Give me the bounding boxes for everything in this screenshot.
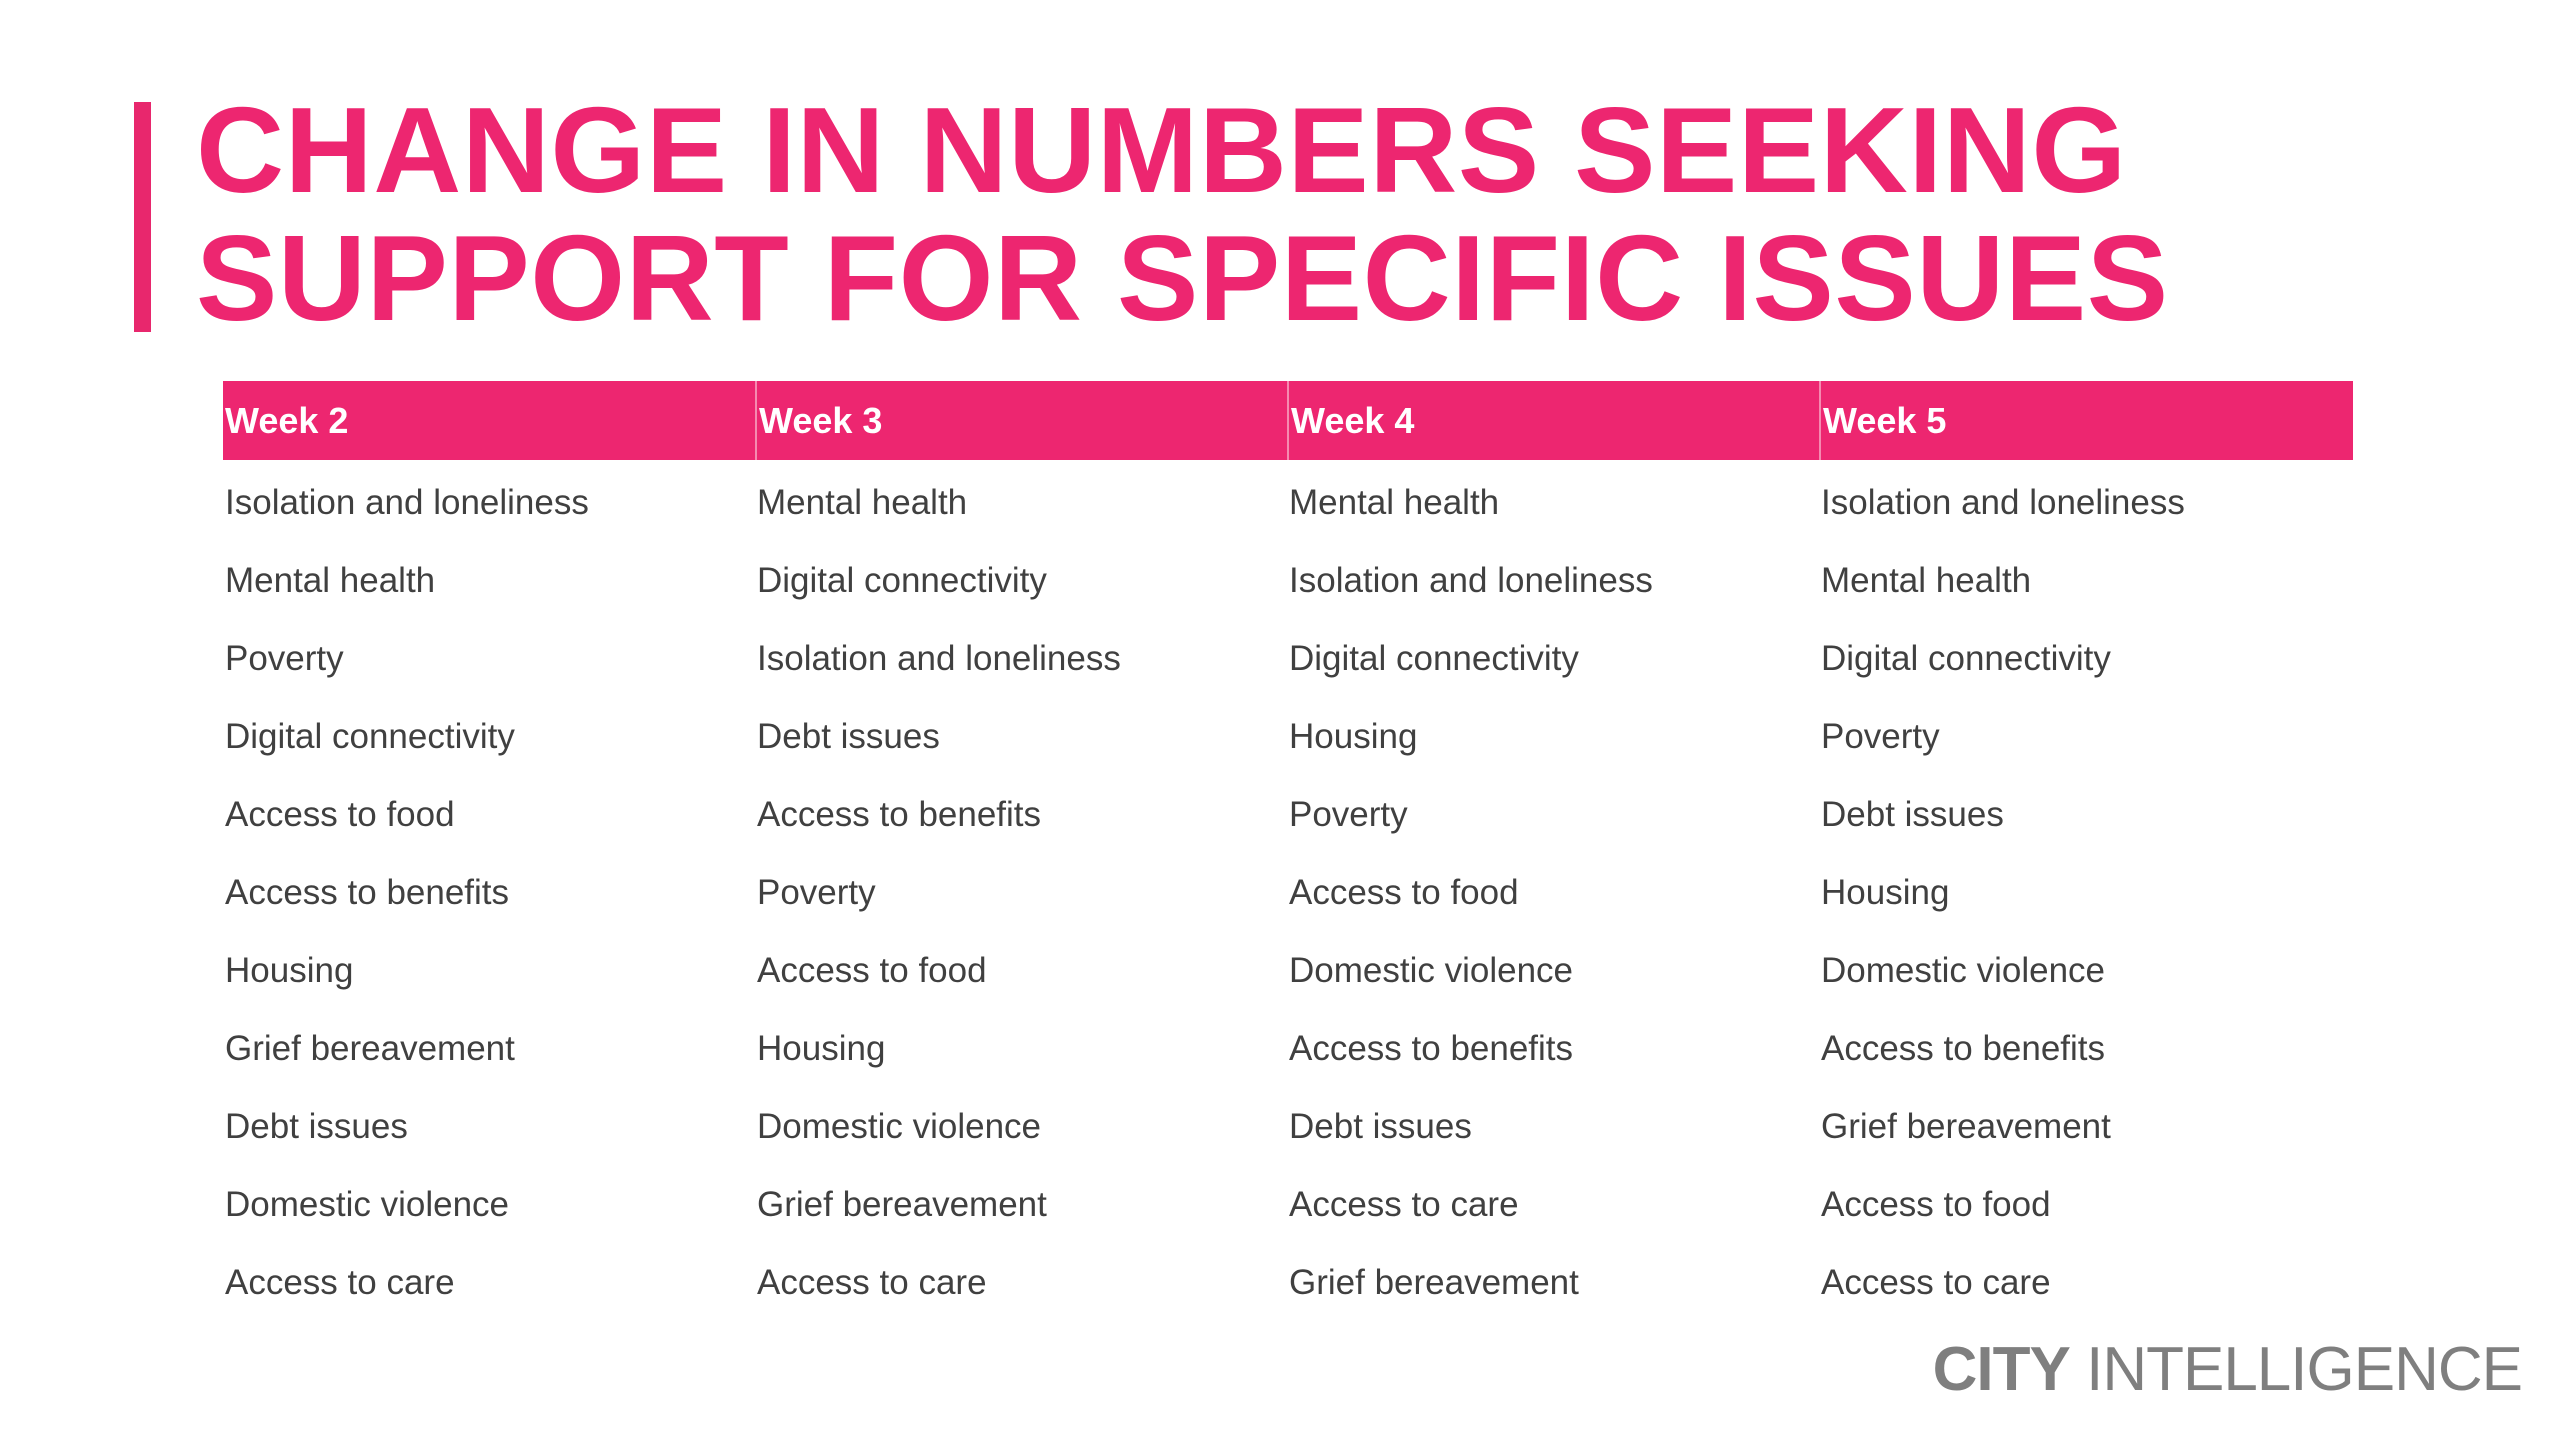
page-title: CHANGE IN NUMBERS SEEKING SUPPORT FOR SP… [196,86,2446,342]
table-cell: Access to benefits [1289,1029,1574,1068]
table-cell: Access to care [225,1263,455,1302]
table-cell: Housing [1289,717,1418,756]
table-cell: Access to benefits [1821,1029,2106,1068]
table-cell: Domestic violence [757,1107,1041,1146]
table-cell: Access to food [1289,873,1519,912]
table-cell: Grief bereavement [1289,1263,1579,1302]
table-cell: Isolation and loneliness [1289,561,1653,600]
column-header-week-3: Week 3 [755,381,1287,460]
column-header-week-2: Week 2 [225,400,349,441]
issues-table: Week 2 Week 3 Week 4 Week 5 Isolation an… [223,381,2353,1322]
table-cell: Access to food [1821,1185,2051,1224]
table-row: Isolation and loneliness Mental health Men… [223,464,2353,542]
table-cell: Mental health [1289,483,1500,522]
table-cell: Access to benefits [225,873,510,912]
city-intelligence-logo: CITY INTELLIGENCE [1932,1334,2523,1405]
table-cell: Mental health [757,483,968,522]
table-cell: Housing [1821,873,1950,912]
table-row: Domestic violence Grief bereavement Access… [223,1166,2353,1244]
table-cell: Grief bereavement [1821,1107,2111,1146]
table-row: Access to care Access to care Grief bereav… [223,1244,2353,1322]
table-row: Poverty Isolation and loneliness Digital c… [223,620,2353,698]
table-row: Access to benefits Poverty Access to food H… [223,854,2353,932]
table-cell: Poverty [1289,795,1408,834]
table-row: Housing Access to food Domestic violence Do… [223,932,2353,1010]
table-row: Mental health Digital connectivity Isolati… [223,542,2353,620]
table-cell: Domestic violence [1289,951,1573,990]
table-cell: Isolation and loneliness [225,483,589,522]
table-cell: Debt issues [1821,795,2004,834]
table-cell: Domestic violence [1821,951,2105,990]
table-cell: Digital connectivity [1289,639,1579,678]
table-row: Debt issues Domestic violence Debt issues G… [223,1088,2353,1166]
table-cell: Access to food [757,951,987,990]
title-line-1: CHANGE IN NUMBERS SEEKING [196,82,2127,218]
table-cell: Access to food [225,795,455,834]
table-cell: Grief bereavement [757,1185,1047,1224]
column-header-week-5: Week 5 [1819,381,2351,460]
title-accent-bar [134,102,151,332]
table-cell: Access to care [1289,1185,1519,1224]
table-cell: Mental health [1821,561,2032,600]
table-cell: Access to benefits [757,795,1042,834]
table-cell: Digital connectivity [1821,639,2111,678]
table-cell: Poverty [757,873,876,912]
table-cell: Digital connectivity [757,561,1047,600]
table-cell: Housing [757,1029,886,1068]
table-cell: Poverty [225,639,344,678]
table-cell: Isolation and loneliness [757,639,1121,678]
table-row: Access to food Access to benefits Poverty D… [223,776,2353,854]
table-cell: Debt issues [225,1107,408,1146]
table-header-row: Week 2 Week 3 Week 4 Week 5 [223,381,2353,460]
table-cell: Debt issues [1289,1107,1472,1146]
table-cell: Isolation and loneliness [1821,483,2185,522]
table-cell: Domestic violence [225,1185,509,1224]
table-row: Grief bereavement Housing Access to benefi… [223,1010,2353,1088]
table-row: Digital connectivity Debt issues Housing Po… [223,698,2353,776]
table-cell: Mental health [225,561,436,600]
table-cell: Access to care [757,1263,987,1302]
table-cell: Poverty [1821,717,1940,756]
title-line-2: SUPPORT FOR SPECIFIC ISSUES [196,210,2169,346]
table-cell: Digital connectivity [225,717,515,756]
table-cell: Housing [225,951,354,990]
table-cell: Debt issues [757,717,940,756]
column-header-week-4: Week 4 [1287,381,1819,460]
table-cell: Access to care [1821,1263,2051,1302]
logo-intelligence: INTELLIGENCE [2069,1335,2523,1404]
logo-city: CITY [1932,1335,2071,1404]
table-cell: Grief bereavement [225,1029,515,1068]
table-body: Isolation and loneliness Mental health Men… [223,464,2353,1322]
